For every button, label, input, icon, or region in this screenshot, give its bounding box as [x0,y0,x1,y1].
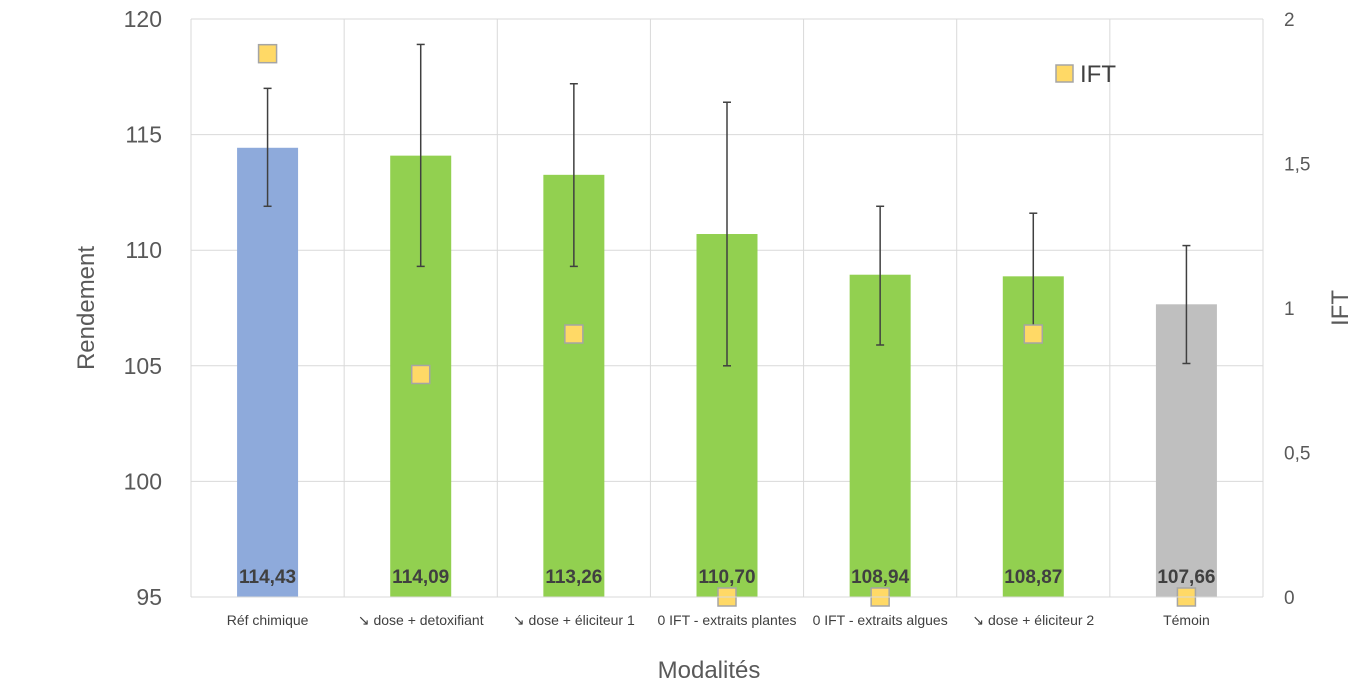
bar [237,147,299,598]
x-axis-title: Modalités [658,657,761,684]
bar-data-label: 108,94 [851,567,910,588]
y2-tick-label: 0,5 [1284,444,1310,465]
bar-data-label: 108,87 [1004,567,1062,588]
x-tick-label: ↘ dose + detoxifiant [358,612,484,628]
gridlines [190,18,1264,597]
bar-data-label: 114,43 [239,567,296,588]
y2-tick-label: 1,5 [1284,155,1310,176]
x-tick-label: 0 IFT - extraits plantes [657,612,796,628]
y-tick-label: 105 [124,353,162,379]
error-bars [263,43,1191,367]
bar-data-label: 107,66 [1157,567,1215,588]
ift-point [410,364,431,385]
y2-tick-label: 0 [1284,588,1295,609]
y-tick-label: 115 [125,122,162,148]
bar-data-label: 113,26 [545,567,602,588]
x-tick-label: ↘ dose + éliciteur 2 [972,612,1094,628]
legend: IFT [1055,61,1116,88]
ift-point [1023,324,1044,344]
y-axis-title: Rendement [73,246,100,370]
y2-tick-label: 1 [1284,299,1295,320]
y-tick-label: 95 [136,584,162,610]
legend-label: IFT [1080,61,1116,88]
x-axis-ticks: Réf chimique ↘ dose + detoxifiant ↘ dose +… [227,612,1210,628]
y2-axis-ticks: 0 0,5 1 1,5 2 [1284,10,1310,609]
y-tick-label: 110 [125,237,162,263]
y2-tick-label: 2 [1284,10,1295,31]
x-tick-label: 0 IFT - extraits algues [813,612,948,628]
x-tick-label: ↘ dose + éliciteur 1 [513,612,635,628]
bar-data-label: 114,09 [392,567,449,588]
legend-marker [1055,64,1074,83]
y2-axis-title: IFT [1327,290,1354,326]
data-labels: 114,43 114,09 113,26 110,70 108,94 108,87 107,… [239,567,1215,588]
ift-point [257,43,278,64]
ift-point [564,324,584,344]
y-axis-ticks: 95 100 105 110 115 120 [124,6,162,610]
y-tick-label: 120 [124,6,162,32]
x-tick-label: Réf chimique [227,612,309,628]
x-tick-label: Témoin [1163,612,1210,628]
bar-data-label: 110,70 [698,567,755,588]
y-tick-label: 100 [124,468,162,494]
